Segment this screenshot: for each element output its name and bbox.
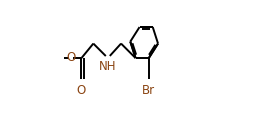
Text: O: O (77, 84, 86, 97)
Text: O: O (66, 51, 75, 64)
Text: NH: NH (99, 60, 117, 73)
Text: Br: Br (142, 84, 155, 97)
